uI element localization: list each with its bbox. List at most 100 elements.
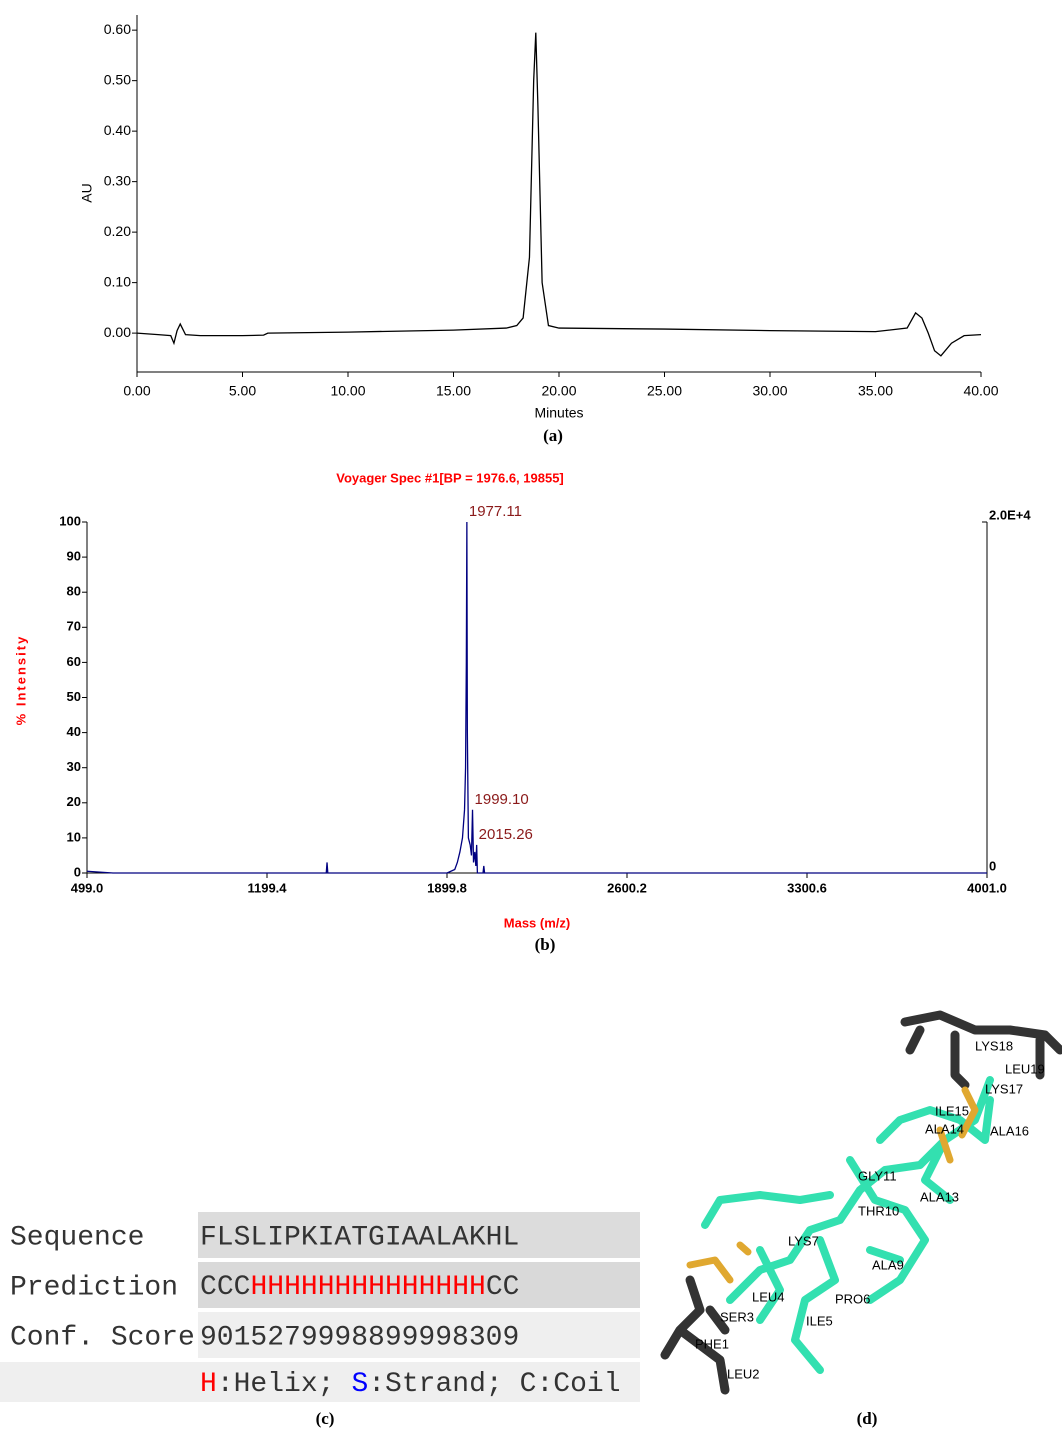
figure: 0.005.0010.0015.0020.0025.0030.0035.0040…	[0, 0, 1062, 1434]
peak-label: 2015.26	[479, 826, 533, 843]
x-tick-label: 1199.4	[247, 880, 287, 895]
x-tick-label: 4001.0	[967, 880, 1007, 895]
residue-label: ALA14	[925, 1121, 964, 1136]
legend-text: :Strand;	[368, 1369, 502, 1400]
y-tick-label: 60	[67, 654, 81, 669]
panel-caption: (a)	[543, 426, 563, 445]
legend: H:Helix; S:Strand; C:Coil	[200, 1369, 621, 1400]
x-tick-label: 25.00	[647, 383, 682, 399]
residue-label: LYS18	[975, 1038, 1013, 1053]
y-tick-label: 0.50	[104, 71, 131, 87]
peak-label: 1999.10	[475, 791, 529, 808]
y-tick-label: 30	[67, 759, 81, 774]
residue-label: LEU19	[1005, 1061, 1045, 1076]
residue-label: GLY11	[858, 1168, 897, 1183]
data-line	[137, 33, 981, 356]
residue-state: H	[452, 1272, 469, 1303]
residue-label: LYS7	[788, 1233, 819, 1248]
residue-label: ALA16	[990, 1123, 1029, 1138]
y-tick-label: 0.30	[104, 172, 131, 188]
x-tick-label: 35.00	[858, 383, 893, 399]
row-header: Prediction	[10, 1272, 178, 1303]
y-tick-label: 100	[59, 513, 81, 528]
row-value: CCCHHHHHHHHHHHHHHCC	[200, 1272, 519, 1303]
residue-state: C	[234, 1272, 251, 1303]
residue-state: H	[419, 1272, 436, 1303]
y-tick-label: 80	[67, 584, 81, 599]
residue-state: C	[200, 1272, 217, 1303]
residue-label: PRO6	[835, 1291, 870, 1306]
y-tick-label: 0.00	[104, 324, 131, 340]
row-header: Sequence	[10, 1222, 144, 1253]
x-tick-label: 499.0	[71, 880, 104, 895]
residue-stick	[665, 1280, 725, 1390]
row-header: Conf. Score	[10, 1322, 195, 1353]
y-tick-label: 0.60	[104, 21, 131, 37]
y-axis-label: AU	[79, 183, 95, 202]
panel-caption: (d)	[857, 1409, 878, 1428]
residue-state: H	[250, 1272, 267, 1303]
x-tick-label: 20.00	[541, 383, 576, 399]
residue-state: H	[335, 1272, 352, 1303]
residue-label: ILE15	[935, 1103, 969, 1118]
y-tick-label: 40	[67, 724, 81, 739]
x-tick-label: 0.00	[123, 383, 150, 399]
x-tick-label: 30.00	[752, 383, 787, 399]
residue-label: PHE1	[695, 1336, 729, 1351]
residue-label: ALA13	[920, 1189, 959, 1204]
legend-text: :Coil	[536, 1369, 620, 1400]
residue-state: H	[301, 1272, 318, 1303]
y-tick-label: 0	[74, 864, 81, 879]
y-tick-label: 10	[67, 829, 81, 844]
page: 0.005.0010.0015.0020.0025.0030.0035.0040…	[0, 0, 1062, 1434]
y-tick-label: 90	[67, 549, 81, 564]
residue-label: ALA9	[872, 1257, 904, 1272]
residue-label: LYS17	[985, 1081, 1023, 1096]
mass-spectrum: 499.0 1199.4 1899.8 2600.2 3300.6 4001.0 0 10 20…	[13, 470, 1031, 930]
residue-state: H	[469, 1272, 486, 1303]
y2-tick-label: 0	[989, 858, 996, 873]
residue-state: H	[267, 1272, 284, 1303]
y-tick-label: 0.20	[104, 223, 131, 239]
residue-label: SER3	[720, 1309, 754, 1324]
residue-state: C	[503, 1272, 520, 1303]
legend-code: H	[200, 1369, 217, 1400]
x-tick-label: 2600.2	[607, 880, 647, 895]
data-line	[87, 522, 987, 873]
x-tick-label: 3300.6	[787, 880, 827, 895]
y-axis-label: % Intensity	[13, 635, 28, 726]
peak-label: 1977.11	[469, 503, 522, 520]
y-tick-label: 50	[67, 689, 81, 704]
panel-caption: (c)	[316, 1409, 335, 1428]
chart-title: Voyager Spec #1[BP = 1976.6, 19855]	[336, 470, 564, 485]
x-tick-label: 1899.8	[427, 880, 467, 895]
residue-label: THR10	[858, 1203, 899, 1218]
legend-code: S	[351, 1369, 368, 1400]
residue-state: C	[486, 1272, 503, 1303]
legend-text: :Helix;	[217, 1369, 335, 1400]
residue-state: H	[284, 1272, 301, 1303]
y-tick-label: 20	[67, 794, 81, 809]
row-value: 9015279998899998309	[200, 1322, 519, 1353]
row-value: FLSLIPKIATGIAALAKHL	[200, 1222, 519, 1253]
x-axis-label: Mass (m/z)	[504, 915, 570, 930]
y-tick-label: 0.10	[104, 273, 131, 289]
x-tick-label: 40.00	[963, 383, 998, 399]
x-tick-label: 10.00	[330, 383, 365, 399]
y2-tick-label: 2.0E+4	[989, 507, 1031, 522]
residue-state: H	[435, 1272, 452, 1303]
legend-code: C	[520, 1369, 537, 1400]
residue-state: H	[402, 1272, 419, 1303]
residue-state: H	[318, 1272, 335, 1303]
y-tick-label: 0.40	[104, 122, 131, 138]
residue-label: ILE5	[806, 1313, 833, 1328]
residue-state: H	[368, 1272, 385, 1303]
residue-state: H	[351, 1272, 368, 1303]
panel-caption: (b)	[535, 935, 556, 954]
x-tick-label: 15.00	[436, 383, 471, 399]
x-axis-label: Minutes	[534, 405, 583, 421]
y-tick-label: 70	[67, 619, 81, 634]
residue-label: LEU4	[752, 1289, 785, 1304]
